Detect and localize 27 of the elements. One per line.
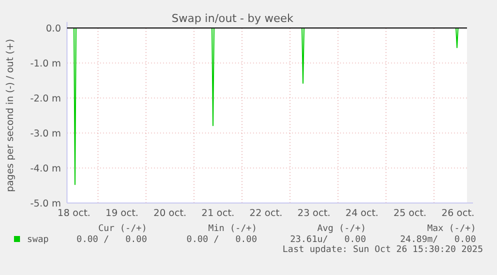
text: Min (-/+)	[208, 224, 257, 234]
x-tick-label: 24 oct.	[346, 208, 378, 219]
text: Last update: Sun Oct 26 15:30:20 2025	[282, 245, 483, 255]
x-tick-label: 20 oct.	[154, 208, 186, 219]
text: Max (-/+)	[427, 224, 476, 234]
x-tick-label: 25 oct.	[394, 208, 426, 219]
x-tick-label: 18 oct.	[58, 208, 90, 219]
text: Avg (-/+)	[317, 224, 366, 234]
x-tick-label: 26 oct.	[442, 208, 474, 219]
text: 0.00 / 0.00	[76, 235, 147, 245]
x-tick-label: 21 oct.	[202, 208, 234, 219]
x-tick-label: 22 oct.	[250, 208, 282, 219]
x-tick-label: 19 oct.	[106, 208, 138, 219]
text: 23.61u/ 0.00	[290, 235, 366, 245]
y-tick-label: 0.0	[46, 23, 61, 34]
legend-label: swap	[27, 235, 49, 245]
y-tick-label: -5.0 m	[30, 198, 61, 210]
y-tick-label: -1.0 m	[30, 58, 61, 70]
text: 24.89m/ 0.00	[400, 235, 476, 245]
y-tick-label: -4.0 m	[30, 163, 61, 174]
y-tick-label: -2.0 m	[30, 93, 61, 104]
chart-title: Swap in/out - by week	[172, 12, 294, 25]
text: 0.00 / 0.00	[186, 235, 257, 245]
y-axis-title: pages per second in (-) / out (+)	[5, 38, 16, 192]
text: Cur (-/+)	[98, 224, 147, 234]
y-tick-label: -3.0 m	[30, 128, 61, 140]
x-tick-label: 23 oct.	[298, 208, 330, 219]
